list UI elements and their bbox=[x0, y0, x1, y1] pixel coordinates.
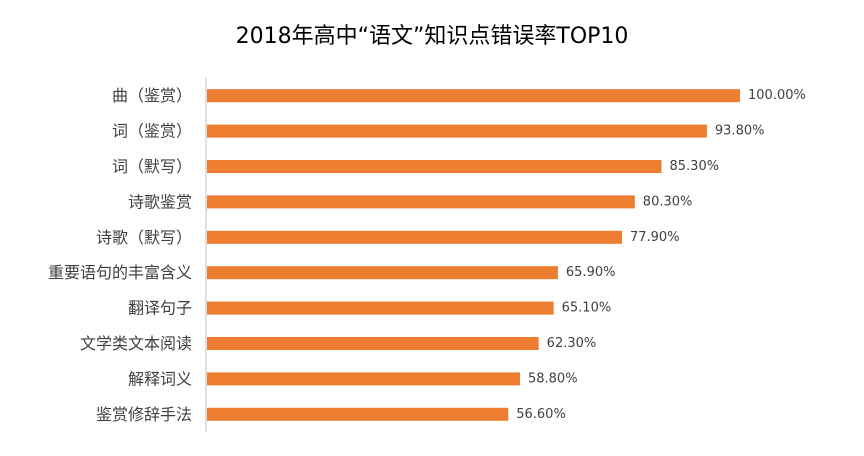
data-label: 62.30% bbox=[547, 336, 597, 351]
data-label: 80.30% bbox=[643, 194, 693, 209]
data-label: 77.90% bbox=[630, 230, 680, 245]
bar bbox=[207, 124, 707, 138]
data-label: 56.60% bbox=[516, 407, 566, 422]
category-label: 词（鉴赏） bbox=[112, 122, 192, 141]
data-label: 93.80% bbox=[715, 124, 765, 139]
category-label: 文学类文本阅读 bbox=[80, 334, 192, 353]
data-label: 65.90% bbox=[566, 265, 616, 280]
category-label: 重要语句的丰富含义 bbox=[48, 263, 192, 282]
category-label: 鉴赏修辞手法 bbox=[96, 405, 192, 424]
bar bbox=[207, 407, 509, 421]
category-label: 诗歌（默写） bbox=[96, 228, 192, 247]
category-label: 解释词义 bbox=[128, 369, 192, 388]
data-label: 85.30% bbox=[670, 159, 720, 174]
data-label: 65.10% bbox=[562, 301, 612, 316]
bar bbox=[207, 337, 539, 350]
value-labels: 100.00% 93.80% 85.30% 80.30% 77.90% 65.90% 65.… bbox=[516, 88, 806, 422]
bar bbox=[207, 372, 520, 386]
bar bbox=[207, 195, 635, 209]
data-label: 100.00% bbox=[748, 88, 806, 103]
category-label: 曲（鉴赏） bbox=[112, 86, 192, 105]
bar bbox=[207, 230, 622, 244]
bars-group bbox=[207, 89, 740, 421]
bar bbox=[207, 89, 740, 103]
chart-title: 2018年高中“语文”知识点错误率TOP10 bbox=[235, 24, 629, 49]
category-label: 词（默写） bbox=[112, 157, 192, 176]
bar bbox=[207, 266, 558, 280]
data-label: 58.80% bbox=[528, 371, 578, 386]
bar bbox=[207, 160, 662, 173]
bar bbox=[207, 301, 554, 315]
category-label: 诗歌鉴赏 bbox=[128, 192, 192, 211]
category-label: 翻译句子 bbox=[128, 299, 192, 318]
